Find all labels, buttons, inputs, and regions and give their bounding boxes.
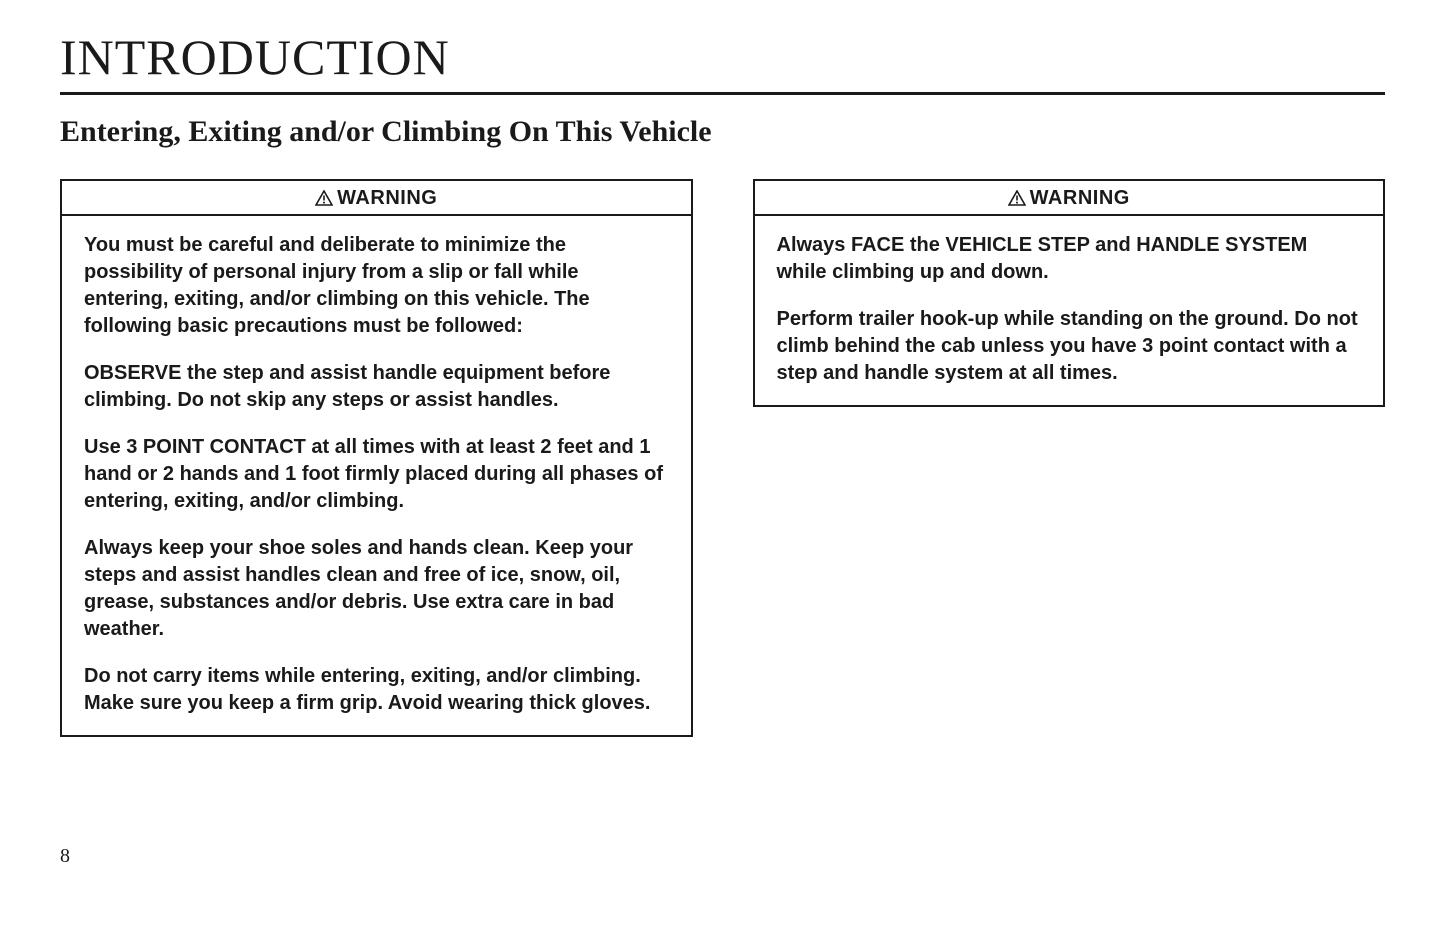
warning-paragraph: Always FACE the VEHICLE STEP and HANDLE … <box>777 232 1362 286</box>
warning-box-right: WARNING Always FACE the VEHICLE STEP and… <box>753 179 1386 407</box>
right-column: WARNING Always FACE the VEHICLE STEP and… <box>753 179 1386 737</box>
warning-triangle-icon <box>315 190 333 206</box>
warning-paragraph: Always keep your shoe soles and hands cl… <box>84 535 669 643</box>
page-number: 8 <box>60 845 70 868</box>
warning-header-text: WARNING <box>337 187 437 209</box>
warning-paragraph: You must be careful and deliberate to mi… <box>84 232 669 340</box>
warning-header-right: WARNING <box>755 181 1384 216</box>
warning-paragraph: Use 3 POINT CONTACT at all times with at… <box>84 434 669 515</box>
document-page: INTRODUCTION Entering, Exiting and/or Cl… <box>0 0 1445 928</box>
section-title: Entering, Exiting and/or Climbing On Thi… <box>60 115 1385 149</box>
left-column: WARNING You must be careful and delibera… <box>60 179 693 737</box>
content-columns: WARNING You must be careful and delibera… <box>60 179 1385 737</box>
title-rule <box>60 92 1385 95</box>
warning-paragraph: Do not carry items while entering, exiti… <box>84 663 669 717</box>
warning-body-left: You must be careful and deliberate to mi… <box>62 216 691 735</box>
warning-body-right: Always FACE the VEHICLE STEP and HANDLE … <box>755 216 1384 405</box>
warning-header-left: WARNING <box>62 181 691 216</box>
warning-box-left: WARNING You must be careful and delibera… <box>60 179 693 737</box>
warning-header-text: WARNING <box>1030 187 1130 209</box>
warning-paragraph: OBSERVE the step and assist handle equip… <box>84 360 669 414</box>
warning-triangle-icon <box>1008 190 1026 206</box>
warning-paragraph: Perform trailer hook-up while standing o… <box>777 306 1362 387</box>
page-title: INTRODUCTION <box>60 28 1385 86</box>
